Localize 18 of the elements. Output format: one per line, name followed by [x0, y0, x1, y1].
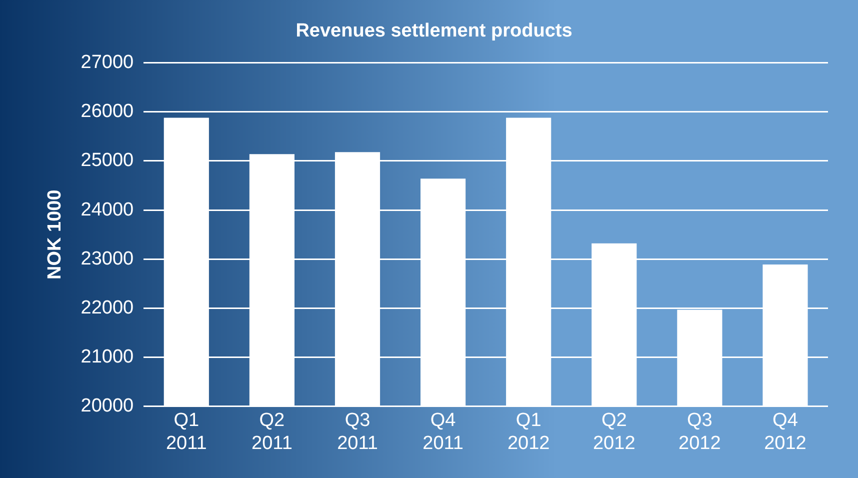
y-tick-label: 23000	[80, 248, 134, 270]
x-tick-label: Q3 2012	[678, 410, 721, 454]
y-tick-label: 22000	[80, 297, 134, 318]
x-tick-label: Q1 2012	[507, 410, 550, 454]
x-tick-label: Q1 2011	[166, 410, 207, 454]
y-tick-label: 21000	[80, 346, 134, 368]
x-tick-label: Q4 2011	[422, 410, 464, 454]
x-tick-label: Q4 2012	[764, 410, 806, 454]
y-tick-label: 25000	[80, 150, 134, 172]
y-tick-label: 20000	[80, 396, 134, 417]
chart-title: Revenues settlement products	[296, 20, 572, 42]
x-tick-label: Q3 2011	[337, 410, 378, 454]
x-tick-label: Q2 2012	[592, 410, 636, 454]
y-tick-label: 24000	[80, 199, 134, 220]
y-tick-label: 27000	[80, 52, 134, 74]
x-tick-label: Q2 2011	[252, 410, 292, 454]
y-axis-title: NOK 1000	[44, 190, 66, 280]
y-tick-label: 26000	[80, 101, 134, 122]
